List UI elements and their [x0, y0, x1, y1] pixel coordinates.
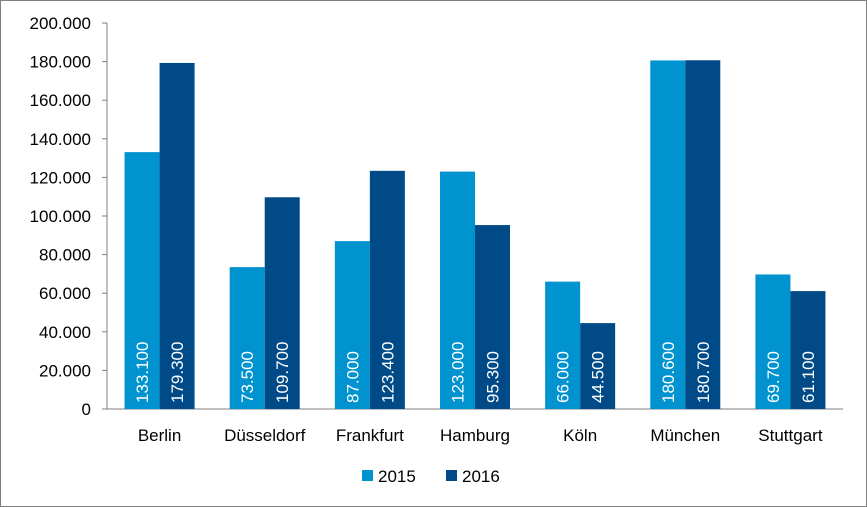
- legend-swatch-2016: [446, 470, 457, 481]
- bar-2015-5: [650, 60, 686, 409]
- data-label: 87.000: [343, 351, 362, 403]
- bar-2015-3: [440, 171, 475, 409]
- bar-2016-6: [790, 291, 826, 409]
- data-label: 73.500: [238, 351, 257, 403]
- y-tick-label: 80.000: [39, 246, 91, 265]
- legend-label: 2015: [378, 467, 416, 486]
- data-label: 179.300: [168, 342, 187, 403]
- data-label: 109.700: [273, 342, 292, 403]
- data-label: 44.500: [589, 351, 608, 403]
- bar-2016-5: [685, 60, 721, 410]
- legend-label: 2016: [462, 467, 500, 486]
- y-tick-label: 160.000: [30, 91, 91, 110]
- x-category-label: Berlin: [138, 426, 181, 445]
- bar-2016-4: [580, 323, 616, 409]
- bar-2016-3: [475, 225, 510, 409]
- y-tick-label: 40.000: [39, 323, 91, 342]
- x-category-label: Stuttgart: [758, 426, 823, 445]
- data-label: 69.700: [764, 351, 783, 403]
- x-category-label: Düsseldorf: [224, 426, 306, 445]
- bar-2016-1: [264, 197, 300, 409]
- data-label: 123.000: [449, 342, 468, 403]
- data-label: 95.300: [484, 351, 503, 403]
- data-label: 61.100: [799, 351, 818, 403]
- y-tick-label: 60.000: [39, 284, 91, 303]
- bar-2016-0: [159, 62, 195, 410]
- data-label: 133.100: [133, 342, 152, 403]
- bar-2015-1: [229, 267, 265, 409]
- data-label: 66.000: [554, 351, 573, 403]
- data-label: 180.600: [659, 342, 678, 403]
- y-tick-label: 20.000: [39, 361, 91, 380]
- x-category-label: München: [650, 426, 720, 445]
- bar-2015-4: [545, 281, 581, 409]
- data-label: 123.400: [378, 342, 397, 403]
- x-category-label: Köln: [563, 426, 597, 445]
- legend-swatch-2015: [362, 470, 373, 481]
- bar-2015-6: [755, 274, 791, 409]
- x-category-label: Frankfurt: [336, 426, 404, 445]
- y-tick-label: 200.000: [30, 14, 91, 33]
- y-tick-label: 100.000: [30, 207, 91, 226]
- y-tick-label: 120.000: [30, 168, 91, 187]
- y-tick-label: 0: [82, 400, 91, 419]
- bar-2016-2: [369, 170, 405, 409]
- x-category-label: Hamburg: [440, 426, 510, 445]
- y-tick-label: 140.000: [30, 130, 91, 149]
- bar-2015-0: [124, 152, 160, 409]
- data-label: 180.700: [694, 342, 713, 403]
- bar-2015-2: [334, 241, 370, 409]
- y-tick-label: 180.000: [30, 53, 91, 72]
